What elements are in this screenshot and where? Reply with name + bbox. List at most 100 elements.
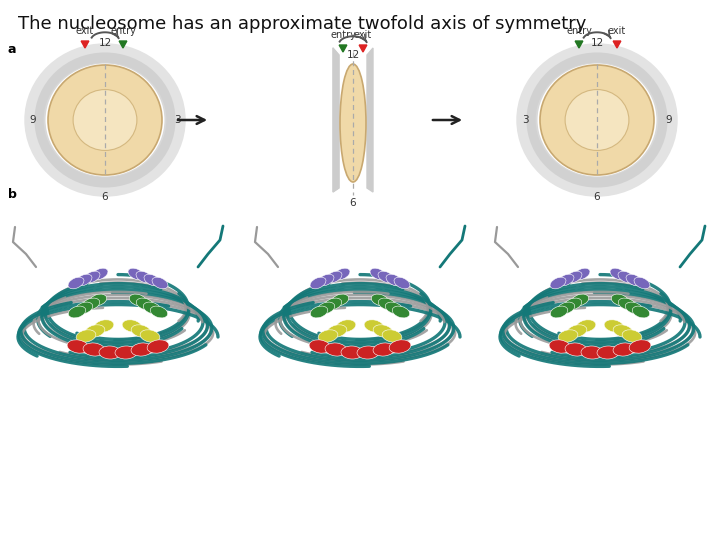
- Ellipse shape: [357, 346, 379, 359]
- Ellipse shape: [557, 302, 575, 314]
- Ellipse shape: [392, 306, 410, 318]
- Ellipse shape: [310, 277, 326, 289]
- Ellipse shape: [152, 277, 168, 289]
- Ellipse shape: [565, 343, 587, 356]
- Ellipse shape: [115, 346, 137, 359]
- Ellipse shape: [386, 274, 402, 286]
- Text: 12: 12: [590, 38, 603, 48]
- Ellipse shape: [634, 277, 650, 289]
- Text: 6: 6: [594, 192, 600, 202]
- Text: 9: 9: [666, 115, 672, 125]
- Ellipse shape: [336, 320, 356, 332]
- Ellipse shape: [613, 343, 635, 356]
- Ellipse shape: [613, 325, 633, 337]
- Ellipse shape: [625, 302, 643, 314]
- Ellipse shape: [324, 298, 342, 310]
- Polygon shape: [339, 45, 347, 52]
- Ellipse shape: [327, 325, 347, 337]
- Ellipse shape: [131, 325, 151, 337]
- Ellipse shape: [558, 330, 578, 342]
- Ellipse shape: [385, 302, 402, 314]
- Ellipse shape: [618, 271, 634, 283]
- Ellipse shape: [378, 271, 394, 283]
- Ellipse shape: [144, 274, 160, 286]
- Ellipse shape: [341, 346, 363, 359]
- Ellipse shape: [310, 306, 328, 318]
- Ellipse shape: [610, 268, 626, 280]
- Ellipse shape: [389, 340, 411, 353]
- Ellipse shape: [597, 346, 619, 359]
- Ellipse shape: [604, 320, 624, 332]
- Polygon shape: [575, 41, 583, 48]
- Ellipse shape: [622, 330, 642, 342]
- Text: The nucleosome has an approximate twofold axis of symmetry: The nucleosome has an approximate twofol…: [18, 15, 586, 33]
- Ellipse shape: [331, 294, 348, 306]
- Ellipse shape: [564, 298, 582, 310]
- Ellipse shape: [394, 277, 410, 289]
- Text: 6: 6: [102, 192, 108, 202]
- Text: a: a: [8, 43, 17, 56]
- Ellipse shape: [581, 346, 603, 359]
- Text: exit: exit: [608, 26, 626, 36]
- Ellipse shape: [618, 298, 636, 310]
- Ellipse shape: [85, 325, 105, 337]
- Ellipse shape: [147, 340, 169, 353]
- Ellipse shape: [364, 320, 384, 332]
- Ellipse shape: [131, 343, 153, 356]
- Ellipse shape: [89, 294, 107, 306]
- Ellipse shape: [632, 306, 649, 318]
- Ellipse shape: [565, 90, 629, 151]
- Ellipse shape: [540, 65, 654, 175]
- Ellipse shape: [334, 268, 350, 280]
- Text: entry: entry: [110, 26, 136, 36]
- Ellipse shape: [68, 306, 86, 318]
- Ellipse shape: [67, 340, 89, 353]
- Ellipse shape: [128, 268, 144, 280]
- Ellipse shape: [143, 302, 161, 314]
- Ellipse shape: [140, 330, 160, 342]
- Text: exit: exit: [76, 26, 94, 36]
- Ellipse shape: [550, 277, 566, 289]
- Ellipse shape: [130, 294, 147, 306]
- Ellipse shape: [76, 330, 96, 342]
- Ellipse shape: [550, 306, 568, 318]
- Text: 12: 12: [99, 38, 112, 48]
- Text: 9: 9: [30, 115, 36, 125]
- Ellipse shape: [318, 330, 338, 342]
- Text: entry: entry: [330, 30, 356, 40]
- Ellipse shape: [318, 302, 335, 314]
- Text: 3: 3: [522, 115, 528, 125]
- Ellipse shape: [94, 320, 114, 332]
- Ellipse shape: [574, 268, 590, 280]
- Text: entry: entry: [566, 26, 592, 36]
- Polygon shape: [367, 48, 373, 192]
- Ellipse shape: [318, 274, 334, 286]
- Polygon shape: [333, 48, 339, 192]
- Ellipse shape: [373, 343, 395, 356]
- Ellipse shape: [76, 302, 93, 314]
- Text: 12: 12: [346, 50, 359, 60]
- Ellipse shape: [611, 294, 629, 306]
- Ellipse shape: [558, 274, 574, 286]
- Text: 3: 3: [174, 115, 180, 125]
- Ellipse shape: [92, 268, 108, 280]
- Ellipse shape: [370, 268, 386, 280]
- Ellipse shape: [325, 343, 347, 356]
- Ellipse shape: [136, 271, 152, 283]
- Ellipse shape: [83, 343, 105, 356]
- Ellipse shape: [150, 306, 168, 318]
- Ellipse shape: [84, 271, 100, 283]
- Ellipse shape: [576, 320, 596, 332]
- Ellipse shape: [99, 346, 121, 359]
- Ellipse shape: [326, 271, 342, 283]
- Ellipse shape: [136, 298, 154, 310]
- Ellipse shape: [48, 65, 162, 175]
- Ellipse shape: [372, 294, 389, 306]
- Text: 6: 6: [350, 198, 356, 208]
- Text: b: b: [8, 188, 17, 201]
- Ellipse shape: [340, 64, 366, 182]
- Ellipse shape: [626, 274, 642, 286]
- Polygon shape: [119, 41, 127, 48]
- Ellipse shape: [567, 325, 587, 337]
- Polygon shape: [613, 41, 621, 48]
